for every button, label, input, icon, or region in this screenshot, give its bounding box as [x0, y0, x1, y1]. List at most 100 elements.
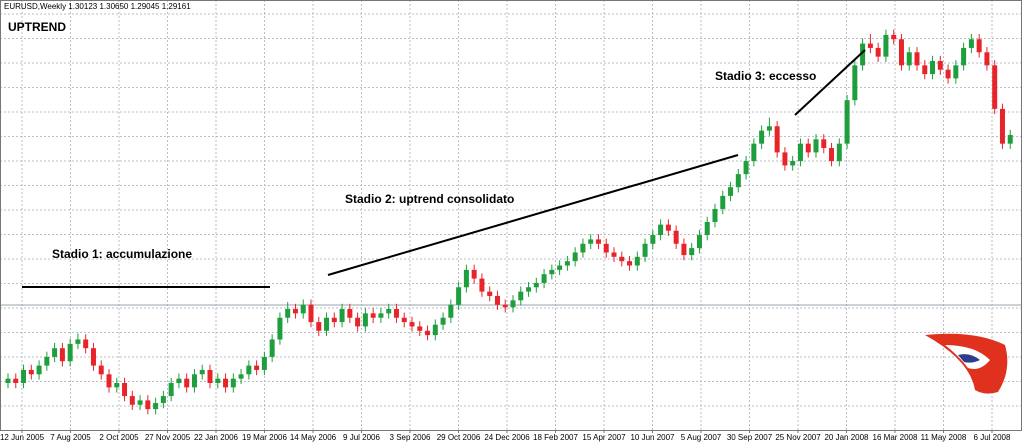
candle-body: [487, 291, 493, 296]
candle-body: [619, 256, 625, 262]
candle-body: [930, 60, 936, 75]
candle-body: [502, 304, 508, 308]
x-tick-label: 30 Sep 2007: [727, 433, 773, 442]
logo: [925, 333, 1008, 394]
candle-body: [370, 313, 376, 318]
candle-body: [440, 317, 446, 325]
candle-body: [526, 287, 532, 292]
candle-body: [269, 339, 275, 357]
candle-body: [541, 274, 547, 283]
candle-body: [432, 324, 438, 336]
candle-body: [922, 65, 928, 75]
candle-body: [378, 313, 384, 318]
candle-body: [417, 326, 423, 331]
candle-body: [67, 343, 73, 362]
candle-body: [207, 369, 213, 384]
candle-body: [316, 322, 322, 331]
candle-body: [634, 256, 640, 266]
candle-body: [665, 224, 671, 231]
candle-body: [914, 52, 920, 66]
candle-body: [891, 34, 897, 40]
candle-body: [393, 309, 399, 318]
candle-body: [223, 378, 229, 388]
candle-body: [191, 374, 197, 388]
candle-body: [743, 161, 749, 175]
candle-body: [860, 43, 866, 66]
x-tick-label: 16 Mar 2008: [873, 433, 918, 442]
candle-body: [518, 291, 524, 301]
candle-body: [246, 365, 252, 375]
candle-body: [557, 265, 563, 270]
candle-body: [681, 243, 687, 256]
candle-body: [984, 52, 990, 66]
candle-body: [572, 252, 578, 262]
candle-body: [945, 69, 951, 79]
candle-body: [852, 65, 858, 101]
candle-body: [992, 65, 998, 109]
candle-body: [90, 348, 96, 366]
candle-body: [160, 396, 166, 404]
candle-body: [588, 239, 594, 244]
candle-body: [712, 208, 718, 222]
x-tick-label: 20 Jan 2008: [824, 433, 869, 442]
x-tick-label: 15 Apr 2007: [582, 433, 626, 442]
candle-body: [300, 304, 306, 314]
candle-body: [782, 152, 788, 166]
candle-body: [813, 139, 819, 153]
candle-body: [339, 309, 345, 323]
x-tick-label: 22 Jan 2006: [194, 433, 239, 442]
candle-body: [59, 348, 65, 362]
candle-body: [153, 403, 159, 410]
candle-body: [689, 248, 695, 256]
x-tick-label: 3 Sep 2006: [390, 433, 431, 442]
candle-body: [603, 243, 609, 253]
annotation: Stadio 1: accumulazione: [52, 247, 192, 261]
x-tick-label: 11 May 2008: [921, 433, 967, 442]
candle-body: [44, 356, 50, 366]
candle-body: [961, 47, 967, 66]
candle-body: [696, 235, 702, 249]
candle-body: [805, 143, 811, 153]
candle-body: [137, 400, 143, 405]
candle-body: [759, 130, 765, 144]
candle-body: [347, 309, 353, 318]
candle-body: [829, 148, 835, 162]
candle-body: [425, 330, 431, 336]
candle-body: [168, 383, 174, 397]
candle-body: [215, 378, 221, 384]
candle-body: [277, 317, 283, 340]
candle-body: [875, 47, 881, 57]
candle-body: [906, 52, 912, 66]
candle-body: [83, 339, 89, 349]
candle-body: [766, 126, 772, 131]
candle-body: [751, 143, 757, 162]
candle-body: [797, 143, 803, 162]
x-axis: 12 Jun 2005 7 Aug 2005 2 Oct 2005 27 Nov 20…: [0, 430, 1011, 442]
candle-body: [494, 295, 500, 305]
x-tick-label: 14 May 2006: [290, 433, 337, 442]
candle-body: [401, 317, 407, 323]
x-tick-label: 24 Dec 2006: [484, 433, 530, 442]
candle-body: [106, 374, 112, 388]
candle-body: [627, 261, 633, 266]
x-tick-label: 18 Feb 2007: [533, 433, 578, 442]
candle-body: [611, 252, 617, 257]
annotation: Stadio 3: eccesso: [715, 69, 816, 83]
candle-body: [331, 317, 337, 323]
x-tick-label: 9 Jul 2006: [343, 433, 380, 442]
candle-body: [1007, 134, 1013, 144]
candle-body: [720, 195, 726, 209]
candle-body: [98, 365, 104, 375]
candle-body: [199, 369, 205, 375]
candle-body: [308, 304, 314, 323]
candle-body: [409, 322, 415, 327]
candle-body: [533, 282, 539, 288]
candle-body: [285, 309, 291, 318]
candle-body: [13, 378, 19, 384]
candle-body: [362, 313, 368, 327]
candle-body: [448, 304, 454, 318]
candle-body: [564, 261, 570, 266]
candle-body: [36, 365, 42, 375]
candle-body: [52, 348, 58, 357]
